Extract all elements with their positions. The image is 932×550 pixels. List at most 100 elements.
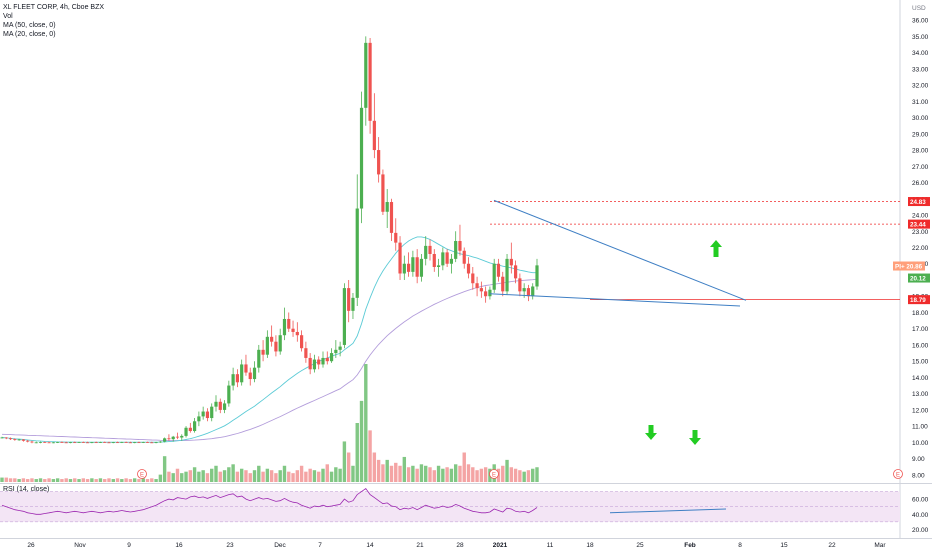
candle-body bbox=[317, 359, 321, 365]
volume-bar bbox=[124, 478, 128, 482]
candle-body bbox=[526, 288, 531, 297]
price-label-box bbox=[908, 219, 930, 229]
arrow-down-icon bbox=[689, 430, 701, 445]
candle-body bbox=[385, 202, 389, 212]
volume-bar bbox=[312, 470, 317, 482]
volume-bar bbox=[68, 479, 73, 482]
candle-body bbox=[402, 263, 406, 274]
volume-bar bbox=[25, 479, 30, 482]
volume-bar bbox=[317, 471, 321, 482]
volume-bar bbox=[471, 467, 475, 482]
time-tick-label: Nov bbox=[74, 542, 86, 549]
time-tick-label: 15 bbox=[780, 542, 788, 549]
time-tick-label: 28 bbox=[456, 542, 464, 549]
volume-bar bbox=[81, 478, 86, 482]
candle-body bbox=[111, 442, 115, 444]
volume-bar bbox=[222, 470, 227, 482]
volume-bar bbox=[248, 473, 252, 482]
volume-bar bbox=[77, 479, 81, 482]
volume-bar bbox=[381, 464, 385, 482]
candle-body bbox=[479, 288, 483, 292]
volume-bar bbox=[346, 452, 351, 482]
volume-bar bbox=[411, 465, 415, 482]
time-tick-label: 25 bbox=[636, 542, 644, 549]
volume-bar bbox=[449, 468, 454, 482]
volume-bar bbox=[265, 468, 270, 482]
candle-body bbox=[496, 263, 501, 277]
candle-body bbox=[124, 442, 128, 443]
volume-bar bbox=[55, 478, 60, 482]
candle-body bbox=[329, 353, 334, 362]
legend-ma50: MA (50, close, 0) bbox=[3, 22, 56, 29]
candle-body bbox=[107, 442, 111, 444]
volume-bar bbox=[406, 467, 411, 482]
volume-bar bbox=[509, 467, 514, 482]
volume-bar bbox=[141, 478, 145, 482]
volume-bar bbox=[334, 467, 338, 482]
volume-bar bbox=[158, 474, 163, 482]
volume-bar bbox=[43, 479, 47, 482]
candle-body bbox=[51, 442, 55, 444]
volume-bar bbox=[0, 477, 4, 482]
volume-bar bbox=[368, 430, 372, 482]
candle-body bbox=[64, 442, 68, 444]
price-label-box bbox=[893, 261, 925, 271]
volume-bar bbox=[64, 478, 68, 482]
volume-bar bbox=[419, 464, 424, 482]
volume-bar bbox=[98, 478, 103, 482]
candle-body bbox=[175, 436, 180, 438]
volume-bar bbox=[244, 470, 248, 482]
volume-bar bbox=[4, 477, 8, 482]
volume-bar bbox=[30, 478, 34, 482]
volume-bar bbox=[111, 479, 115, 482]
candle-body bbox=[26, 440, 30, 442]
volume-bar bbox=[415, 468, 419, 482]
volume-bar bbox=[8, 478, 13, 482]
candle-body bbox=[321, 357, 325, 365]
volume-bar bbox=[257, 465, 261, 482]
candle-body bbox=[445, 252, 449, 264]
volume-bar bbox=[308, 468, 312, 482]
svg-text:E: E bbox=[492, 472, 496, 478]
candle-body bbox=[205, 411, 210, 419]
time-tick-label: 21 bbox=[416, 542, 424, 549]
candle-body bbox=[184, 427, 188, 436]
candle-body bbox=[68, 442, 73, 444]
price-label-box bbox=[908, 273, 930, 283]
volume-bar bbox=[269, 470, 274, 482]
price-tick-label: 26.00 bbox=[912, 180, 929, 187]
price-label-text: 20.12 bbox=[910, 276, 926, 283]
volume-bar bbox=[154, 479, 158, 482]
candle-body bbox=[415, 257, 419, 277]
volume-bar bbox=[180, 473, 184, 482]
price-tick-label: 18.00 bbox=[912, 310, 929, 317]
volume-bar bbox=[513, 468, 518, 482]
candle-body bbox=[150, 442, 154, 444]
volume-bar bbox=[458, 465, 462, 482]
candle-body bbox=[342, 288, 346, 345]
candle-body bbox=[77, 442, 81, 443]
volume-bar bbox=[38, 478, 43, 482]
candle-body bbox=[424, 245, 428, 259]
rsi-line bbox=[1, 487, 538, 515]
event-marker: E bbox=[893, 469, 903, 479]
candle-body bbox=[466, 263, 471, 274]
volume-bar bbox=[115, 478, 120, 482]
volume-bar bbox=[282, 465, 287, 482]
candle-body bbox=[364, 42, 368, 108]
candle-body bbox=[287, 318, 291, 329]
candle-body bbox=[171, 436, 175, 440]
volume-bar bbox=[526, 470, 531, 482]
rsi-trendline bbox=[609, 508, 727, 514]
volume-bar bbox=[376, 459, 381, 482]
price-label-text: 18.79 bbox=[910, 297, 926, 304]
time-tick-label: 2021 bbox=[493, 542, 508, 549]
candle-body bbox=[43, 442, 47, 443]
price-tick-label: 31.00 bbox=[912, 99, 929, 106]
time-tick-label: Dec bbox=[274, 542, 286, 549]
candle-body bbox=[240, 364, 244, 383]
price-label-text: 24.83 bbox=[910, 199, 926, 206]
candle-body bbox=[261, 349, 265, 355]
candle-body bbox=[141, 442, 145, 443]
